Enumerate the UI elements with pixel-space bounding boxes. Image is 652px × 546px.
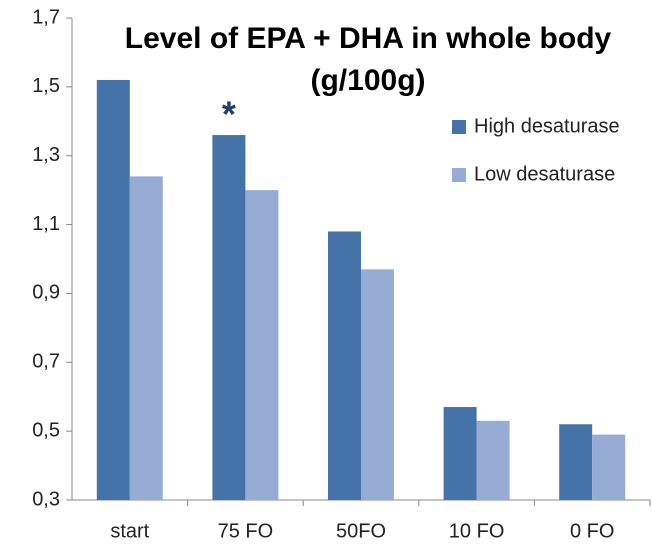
x-tick-label: 50FO bbox=[336, 520, 386, 542]
x-tick-label: 10 FO bbox=[449, 520, 505, 542]
y-tick-label: 1,5 bbox=[32, 75, 60, 97]
chart-title: Level of EPA + DHA in whole body bbox=[125, 22, 612, 55]
bar bbox=[443, 407, 477, 500]
bar bbox=[559, 424, 593, 500]
bar bbox=[96, 79, 130, 500]
x-tick-label: 0 FO bbox=[570, 520, 614, 542]
annotation: * bbox=[222, 94, 236, 135]
y-tick-label: 0,3 bbox=[32, 488, 60, 510]
bar bbox=[245, 190, 279, 500]
x-tick-label: 75 FO bbox=[218, 520, 274, 542]
y-tick-label: 1,7 bbox=[32, 6, 60, 28]
legend-label: High desaturase bbox=[474, 115, 620, 137]
bar bbox=[328, 231, 361, 500]
y-tick-label: 1,3 bbox=[32, 144, 60, 166]
bar bbox=[212, 135, 246, 501]
y-tick-label: 0,9 bbox=[32, 282, 60, 304]
y-tick-label: 0,7 bbox=[32, 351, 60, 373]
x-tick-label: start bbox=[110, 520, 149, 542]
bar bbox=[361, 269, 394, 500]
y-tick-label: 0,5 bbox=[32, 419, 60, 441]
y-tick-label: 1,1 bbox=[32, 213, 60, 235]
bar bbox=[129, 176, 163, 500]
legend-swatch bbox=[452, 120, 466, 134]
bar bbox=[476, 420, 510, 500]
chart-subtitle: (g/100g) bbox=[310, 64, 425, 97]
legend-swatch bbox=[452, 168, 466, 182]
legend-label: Low desaturase bbox=[474, 163, 615, 185]
bar bbox=[592, 434, 626, 500]
